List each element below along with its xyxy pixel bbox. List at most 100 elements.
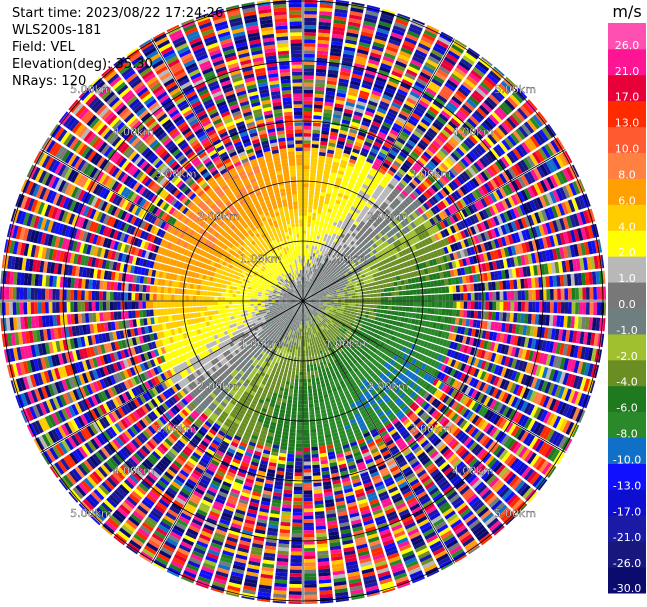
- velocity-gate: [377, 184, 385, 191]
- velocity-gate: [387, 287, 392, 292]
- velocity-gate: [330, 197, 336, 203]
- velocity-gate: [416, 307, 421, 313]
- velocity-gate: [308, 349, 312, 354]
- velocity-gate: [310, 439, 318, 444]
- velocity-gate: [331, 194, 337, 200]
- velocity-gate: [397, 53, 410, 62]
- velocity-gate: [340, 213, 347, 219]
- velocity-gate: [398, 134, 408, 142]
- velocity-gate: [385, 172, 393, 180]
- velocity-gate: [330, 128, 339, 133]
- velocity-gate: [313, 493, 323, 498]
- velocity-gate: [310, 248, 314, 253]
- velocity-gate: [303, 140, 311, 144]
- velocity-gate: [325, 87, 336, 93]
- velocity-gate: [391, 296, 396, 301]
- velocity-gate: [345, 215, 351, 221]
- velocity-gate: [307, 252, 311, 256]
- velocity-gate: [505, 312, 511, 322]
- velocity-gate: [413, 295, 417, 301]
- velocity-gate: [357, 45, 370, 52]
- velocity-gate: [363, 17, 377, 24]
- velocity-gate: [306, 284, 309, 289]
- velocity-gate: [330, 213, 336, 218]
- velocity-gate: [377, 305, 381, 309]
- velocity-gate: [304, 43, 316, 47]
- velocity-gate: [449, 293, 453, 301]
- velocity-gate: [308, 290, 312, 294]
- velocity-gate: [305, 288, 308, 292]
- velocity-gate: [389, 282, 395, 287]
- velocity-gate: [473, 310, 478, 319]
- velocity-gate: [318, 25, 331, 30]
- velocity-gate: [388, 132, 398, 140]
- velocity-gate: [303, 241, 306, 245]
- velocity-gate: [404, 72, 416, 81]
- velocity-gate: [348, 301, 353, 304]
- velocity-gate: [397, 13, 411, 20]
- velocity-gate: [401, 43, 415, 52]
- velocity-gate: [305, 284, 308, 289]
- velocity-gate: [351, 202, 358, 209]
- velocity-gate: [365, 137, 374, 144]
- velocity-gate: [325, 267, 330, 272]
- velocity-gate: [312, 284, 316, 288]
- velocity-gate: [369, 196, 376, 203]
- velocity-gate: [380, 288, 385, 293]
- velocity-gate: [356, 48, 369, 55]
- velocity-gate: [567, 302, 572, 314]
- velocity-gate: [303, 280, 306, 285]
- velocity-gate: [390, 32, 404, 40]
- velocity-gate: [310, 227, 315, 232]
- velocity-gate: [315, 273, 319, 278]
- velocity-gate: [373, 141, 382, 148]
- velocity-gate: [448, 76, 461, 86]
- velocity-gate: [593, 286, 597, 300]
- velocity-gate: [380, 13, 394, 21]
- velocity-gate: [398, 306, 403, 311]
- velocity-gate: [361, 183, 369, 190]
- velocity-gate: [334, 150, 343, 156]
- velocity-gate: [315, 347, 320, 352]
- velocity-gate: [304, 277, 306, 281]
- velocity-gate: [324, 98, 335, 103]
- velocity-gate: [313, 271, 316, 276]
- velocity-gate: [446, 79, 458, 89]
- velocity-gate: [317, 391, 323, 396]
- velocity-gate: [348, 197, 355, 203]
- velocity-gate: [303, 71, 314, 76]
- velocity-gate: [371, 120, 381, 128]
- velocity-gate: [341, 298, 345, 301]
- velocity-gate: [303, 122, 312, 126]
- velocity-gate: [488, 282, 493, 291]
- velocity-gate: [303, 432, 310, 437]
- velocity-gate: [388, 296, 392, 301]
- velocity-gate: [353, 62, 366, 69]
- velocity-gate: [306, 331, 309, 336]
- velocity-gate: [423, 90, 435, 100]
- velocity-gate: [318, 21, 332, 27]
- velocity-gate: [391, 126, 401, 134]
- velocity-gate: [347, 94, 357, 101]
- velocity-gate: [347, 221, 353, 227]
- velocity-gate: [451, 43, 464, 54]
- velocity-gate: [468, 47, 481, 57]
- velocity-gate: [303, 400, 308, 405]
- velocity-gate: [303, 190, 309, 195]
- velocity-gate: [389, 166, 397, 174]
- velocity-gate: [314, 253, 318, 258]
- velocity-gate: [311, 275, 315, 280]
- velocity-gate: [313, 198, 319, 203]
- velocity-gate: [384, 296, 389, 301]
- velocity-gate: [350, 311, 355, 315]
- velocity-gate: [340, 294, 345, 297]
- velocity-gate: [351, 308, 356, 312]
- velocity-gate: [309, 241, 313, 246]
- velocity-gate: [318, 18, 332, 23]
- velocity-gate: [321, 256, 326, 261]
- velocity-gate: [429, 314, 435, 322]
- velocity-gate: [470, 301, 475, 310]
- velocity-gate: [314, 191, 320, 196]
- velocity-gate: [303, 389, 308, 394]
- velocity-gate: [463, 293, 468, 301]
